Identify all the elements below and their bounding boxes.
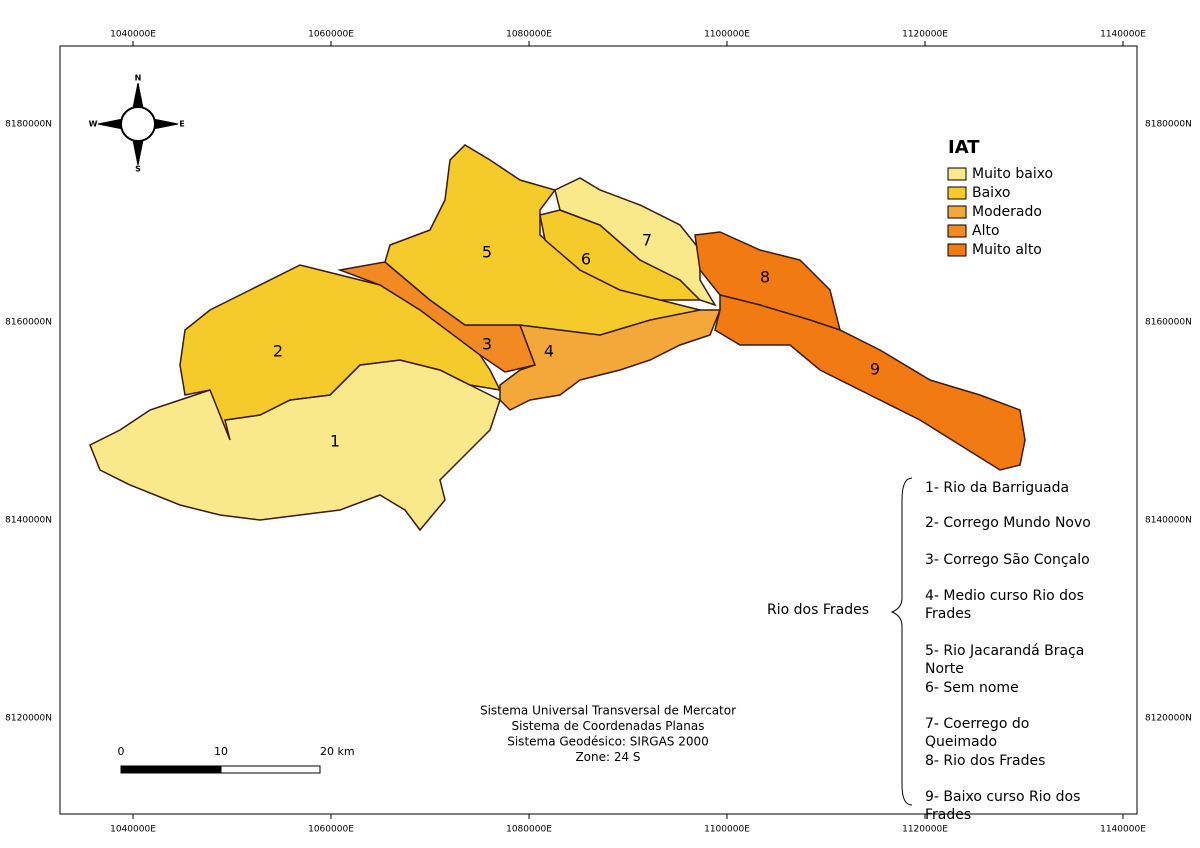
x-coord-label: 1120000E — [902, 30, 948, 40]
compass-rose — [97, 82, 179, 166]
basin-label: 5 — [482, 243, 492, 262]
brace — [890, 477, 913, 806]
compass-letter: S — [135, 165, 141, 174]
legend-label: Muito alto — [972, 242, 1042, 258]
scale-label: 0 — [118, 745, 125, 758]
x-coord-label: 1140000E — [1100, 30, 1146, 40]
basin-label: 8 — [760, 268, 770, 287]
basin-label: 9 — [870, 360, 880, 379]
basin-name: 4- Medio curso Rio dos Frades — [925, 588, 1084, 622]
y-coord-label: 8180000N — [5, 120, 52, 130]
x-coord-label: 1040000E — [110, 825, 156, 835]
projection-text: Sistema Universal Transversal de Mercato… — [480, 704, 736, 718]
y-coord-label: 8140000N — [1145, 516, 1192, 526]
basin — [714, 294, 1026, 471]
x-coord-label: 1100000E — [704, 825, 750, 835]
basin-label: 4 — [544, 342, 554, 361]
x-coord-label: 1120000E — [902, 825, 948, 835]
basin-group-label: Rio dos Frades — [767, 602, 869, 618]
legend-swatch — [947, 205, 967, 219]
y-coord-label: 8120000N — [5, 714, 52, 724]
legend-swatch — [947, 224, 967, 238]
compass-letter: N — [135, 74, 142, 83]
x-coord-label: 1040000E — [110, 30, 156, 40]
legend-title: IAT — [948, 137, 980, 158]
projection-text: Zone: 24 S — [575, 750, 640, 764]
compass-letter: W — [89, 120, 98, 129]
basin-label: 3 — [482, 335, 492, 354]
legend-label: Muito baixo — [972, 166, 1053, 182]
basin-label: 6 — [581, 250, 591, 269]
x-coord-label: 1060000E — [308, 30, 354, 40]
legend-swatch — [947, 243, 967, 257]
basin-label: 1 — [330, 432, 340, 451]
y-coord-label: 8160000N — [1145, 318, 1192, 328]
y-coord-label: 8120000N — [1145, 714, 1192, 724]
legend-label: Moderado — [972, 204, 1042, 220]
projection-text: Sistema Geodésico: SIRGAS 2000 — [507, 735, 709, 749]
basin-name: 8- Rio dos Frades — [925, 753, 1046, 769]
legend-swatch — [947, 167, 967, 181]
basin — [179, 264, 502, 441]
legend-swatch — [947, 186, 967, 200]
basin-name: 1- Rio da Barriguada — [925, 480, 1070, 496]
scale-label: 10 — [214, 745, 228, 758]
basin-name: 2- Corrego Mundo Novo — [925, 515, 1091, 531]
x-coord-label: 1140000E — [1100, 825, 1146, 835]
scale-bar — [120, 765, 321, 774]
basin-name: 5- Rio Jacarandá Braça Norte — [925, 643, 1085, 677]
x-coord-label: 1100000E — [704, 30, 750, 40]
legend-label: Baixo — [972, 185, 1011, 201]
basin-label: 2 — [273, 342, 283, 361]
scale-label: 20 km — [320, 745, 355, 758]
basin-name: 7- Coerrego do Queimado — [925, 716, 1030, 750]
x-coord-label: 1080000E — [506, 825, 552, 835]
basin-name: 9- Baixo curso Rio dos Frades — [925, 789, 1081, 823]
basin-name: 3- Corrego São Conçalo — [925, 552, 1090, 568]
basin-name: 6- Sem nome — [925, 680, 1019, 696]
compass-letter: E — [179, 120, 184, 129]
y-coord-label: 8180000N — [1145, 120, 1192, 130]
y-coord-label: 8160000N — [5, 318, 52, 328]
x-coord-label: 1060000E — [308, 825, 354, 835]
x-coord-label: 1080000E — [506, 30, 552, 40]
y-coord-label: 8140000N — [5, 516, 52, 526]
projection-text: Sistema de Coordenadas Planas — [512, 719, 705, 733]
legend-label: Alto — [972, 223, 1000, 239]
basin — [554, 177, 717, 307]
basin-label: 7 — [642, 231, 652, 250]
